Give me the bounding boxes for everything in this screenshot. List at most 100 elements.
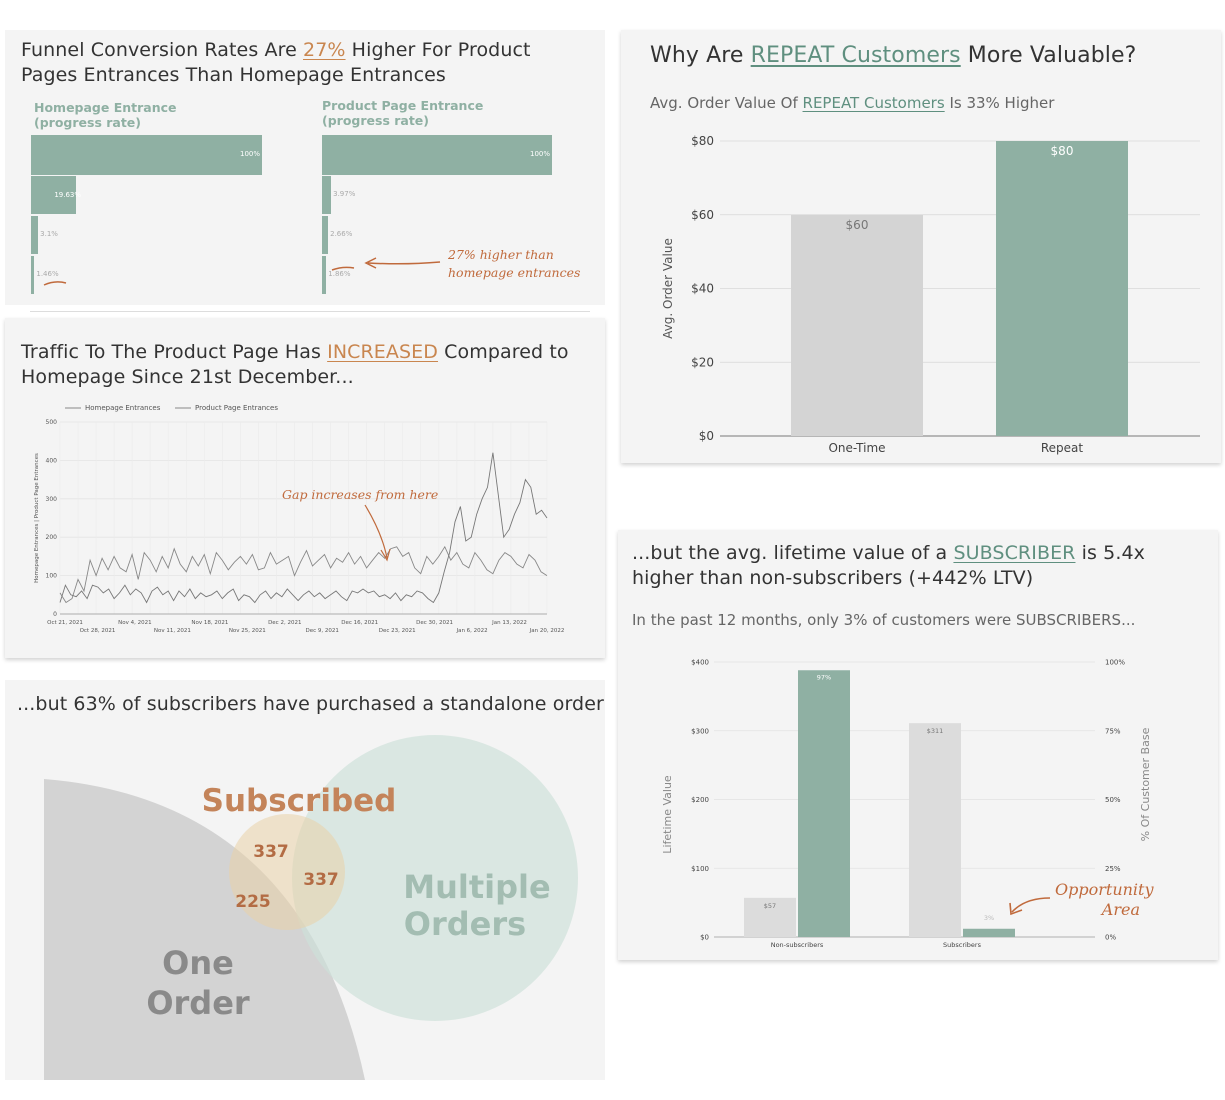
subscribed-label: Subscribed bbox=[202, 783, 397, 819]
x-tick-label: Nov 25, 2021 bbox=[229, 628, 266, 634]
one-order-label-1: One bbox=[162, 944, 234, 982]
y-tick-label: $100 bbox=[691, 865, 709, 873]
y-tick-label: $60 bbox=[691, 208, 714, 222]
bar-value-label: 97% bbox=[817, 673, 831, 681]
annotation-arrow bbox=[364, 504, 391, 562]
bar-value-label: 3% bbox=[984, 914, 994, 922]
bar-value-label: $311 bbox=[927, 727, 944, 735]
subscribed-circle bbox=[229, 814, 345, 930]
series-line bbox=[59, 452, 548, 604]
y-tick-label: $300 bbox=[691, 727, 709, 735]
y-axis-label: Avg. Order Value bbox=[661, 238, 675, 339]
product-funnel-bar bbox=[322, 256, 327, 294]
y-tick-label: $200 bbox=[691, 796, 709, 804]
bar-value-label: $80 bbox=[1051, 144, 1074, 158]
x-tick-label: Jan 20, 2022 bbox=[529, 628, 565, 634]
y-tick-label: $400 bbox=[691, 659, 709, 667]
x-tick-label: Oct 21, 2021 bbox=[47, 620, 83, 626]
x-tick-label: Dec 30, 2021 bbox=[416, 620, 453, 626]
x-tick-label: Subscribers bbox=[943, 941, 982, 949]
legend-item: Homepage Entrances bbox=[85, 404, 161, 412]
ltv-annotation-arrow bbox=[1009, 897, 1051, 916]
share-bar bbox=[798, 670, 850, 937]
y2-tick-label: 100% bbox=[1105, 659, 1125, 667]
ltv-bar bbox=[744, 897, 796, 937]
funnel-right-label: Product Page Entrance (progress rate) bbox=[322, 98, 484, 128]
multiple-orders-label-2: Orders bbox=[404, 905, 526, 943]
x-tick-label: Non-subscribers bbox=[771, 941, 824, 949]
repeat-title: Why Are REPEAT Customers More Valuable? bbox=[650, 43, 1137, 68]
multiple-orders-label-1: Multiple bbox=[403, 868, 550, 906]
product-funnel-bar bbox=[322, 135, 552, 175]
y2-axis-label: % Of Customer Base bbox=[1139, 727, 1152, 841]
venn-count-one: 225 bbox=[235, 892, 271, 912]
venn-count-overlap: 337 bbox=[303, 870, 339, 890]
x-tick-label: Dec 2, 2021 bbox=[268, 620, 301, 626]
x-tick-label: Nov 18, 2021 bbox=[191, 620, 228, 626]
series-line bbox=[59, 545, 548, 604]
ltv-annotation: Opportunity Area bbox=[1055, 880, 1154, 919]
multiple-orders-circle bbox=[292, 735, 578, 1021]
homepage-funnel-bar bbox=[31, 176, 77, 214]
legend-item: Product Page Entrances bbox=[195, 404, 278, 412]
y-axis-label: Homepage Entrances | Product Page Entran… bbox=[34, 453, 40, 583]
ltv-bar-chart: $400 100% $300 75% $200 50% $100 25% $0 0% Lifetim… bbox=[661, 659, 1152, 950]
y2-tick-label: 0% bbox=[1105, 934, 1116, 942]
x-tick-label: Repeat bbox=[1041, 441, 1084, 455]
ltv-subtitle: In the past 12 months, only 3% of custom… bbox=[632, 611, 1136, 629]
funnel-annotation-arrow bbox=[43, 257, 441, 286]
y2-tick-label: 50% bbox=[1105, 796, 1121, 804]
product-funnel-bar bbox=[322, 176, 332, 214]
y-tick-label: $80 bbox=[691, 134, 714, 148]
homepage-funnel-value: 3.1% bbox=[40, 230, 58, 238]
x-tick-label: One-Time bbox=[828, 441, 885, 455]
homepage-funnel-value: 100% bbox=[240, 150, 261, 158]
x-tick-label: Jan 6, 2022 bbox=[455, 628, 487, 634]
y-tick-label: $0 bbox=[700, 934, 709, 942]
one-order-shape bbox=[44, 779, 365, 1080]
y-tick-label: $40 bbox=[691, 282, 714, 296]
ltv-bar bbox=[909, 723, 961, 937]
funnel-title: Funnel Conversion Rates Are 27% Higher F… bbox=[21, 39, 531, 86]
y-tick-label: 500 bbox=[46, 419, 58, 426]
venn-diagram: Subscribed Multiple Orders One Order 337… bbox=[44, 735, 578, 1080]
x-tick-label: Jan 13, 2022 bbox=[491, 620, 527, 626]
bar-value-label: $57 bbox=[764, 902, 776, 910]
funnel-annotation: 27% higher than homepage entrances bbox=[448, 247, 581, 280]
x-tick-label: Oct 28, 2021 bbox=[80, 628, 116, 634]
one-order-label-2: Order bbox=[146, 984, 250, 1022]
product-funnel-bar bbox=[322, 216, 329, 254]
traffic-panel bbox=[5, 318, 605, 658]
ltv-title: ...but the avg. lifetime value of a SUBS… bbox=[632, 542, 1146, 589]
traffic-annotation: Gap increases from here bbox=[282, 487, 439, 502]
venn-title: ...but 63% of subscribers have purchased… bbox=[17, 693, 604, 715]
homepage-funnel-bar bbox=[31, 216, 39, 254]
product-funnel-value: 3.97% bbox=[333, 190, 356, 198]
homepage-funnel-value: 1.46% bbox=[36, 270, 59, 278]
traffic-title: Traffic To The Product Page Has INCREASE… bbox=[21, 341, 569, 388]
funnel-left-label: Homepage Entrance (progress rate) bbox=[34, 100, 177, 130]
x-tick-label: Dec 16, 2021 bbox=[341, 620, 378, 626]
y-tick-label: $0 bbox=[699, 429, 714, 443]
y-tick-label: 200 bbox=[46, 534, 58, 541]
homepage-funnel-value: 19.63% bbox=[54, 191, 82, 199]
product-funnel-value: 100% bbox=[530, 150, 551, 158]
homepage-funnel-bar bbox=[31, 256, 35, 294]
x-tick-label: Nov 4, 2021 bbox=[118, 620, 151, 626]
x-tick-label: Nov 11, 2021 bbox=[154, 628, 191, 634]
y2-tick-label: 25% bbox=[1105, 865, 1121, 873]
product-funnel-value: 1.86% bbox=[328, 270, 351, 278]
bar-value-label: $60 bbox=[846, 218, 869, 232]
product-funnel-value: 2.66% bbox=[330, 230, 353, 238]
y-tick-label: 100 bbox=[46, 573, 58, 580]
bar bbox=[996, 141, 1128, 436]
y-tick-label: $20 bbox=[691, 355, 714, 369]
y2-tick-label: 75% bbox=[1105, 727, 1121, 735]
traffic-line-chart: 0 100 200 300 400 500 Oct 21, 2021 Oct 28, 2021… bbox=[34, 404, 565, 634]
bar bbox=[791, 214, 923, 436]
venn-count-subscribed: 337 bbox=[253, 842, 289, 862]
homepage-funnel-bar bbox=[31, 135, 262, 175]
x-tick-label: Dec 9, 2021 bbox=[306, 628, 339, 634]
divider bbox=[30, 311, 590, 312]
y-tick-label: 300 bbox=[46, 496, 58, 503]
